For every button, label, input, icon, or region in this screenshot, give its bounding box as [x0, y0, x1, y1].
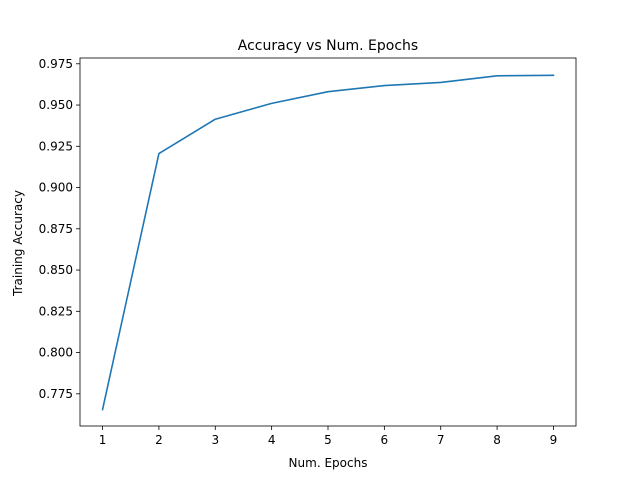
- x-tick-label: 9: [550, 433, 558, 447]
- y-tick-label: 0.900: [39, 181, 73, 195]
- x-tick-label: 8: [493, 433, 501, 447]
- y-tick-label: 0.975: [39, 57, 73, 71]
- x-tick-label: 1: [99, 433, 107, 447]
- series-line: [101, 74, 555, 411]
- x-tick-label: 3: [211, 433, 219, 447]
- y-axis-label: Training Accuracy: [11, 190, 25, 297]
- y-tick-label: 0.825: [39, 304, 73, 318]
- plot-area: 1 2 3 4 5 6 7 8 9 0.775 0.800 0.825 0.850 0.875 0.900 0…: [39, 57, 577, 447]
- x-tick-label: 2: [155, 433, 163, 447]
- x-tick-label: 7: [437, 433, 445, 447]
- y-tick-label: 0.950: [39, 98, 73, 112]
- y-tick-label: 0.850: [39, 263, 73, 277]
- axes-frame: [79, 57, 577, 427]
- x-axis-label: Num. Epochs: [289, 456, 368, 470]
- chart-title: Accuracy vs Num. Epochs: [238, 38, 418, 54]
- x-tick-label: 4: [268, 433, 276, 447]
- y-tick-label: 0.800: [39, 346, 73, 360]
- y-tick-label: 0.925: [39, 139, 73, 153]
- y-tick-label: 0.775: [39, 387, 73, 401]
- x-tick-label: 6: [381, 433, 389, 447]
- y-tick-label: 0.875: [39, 222, 73, 236]
- x-tick-label: 5: [324, 433, 332, 447]
